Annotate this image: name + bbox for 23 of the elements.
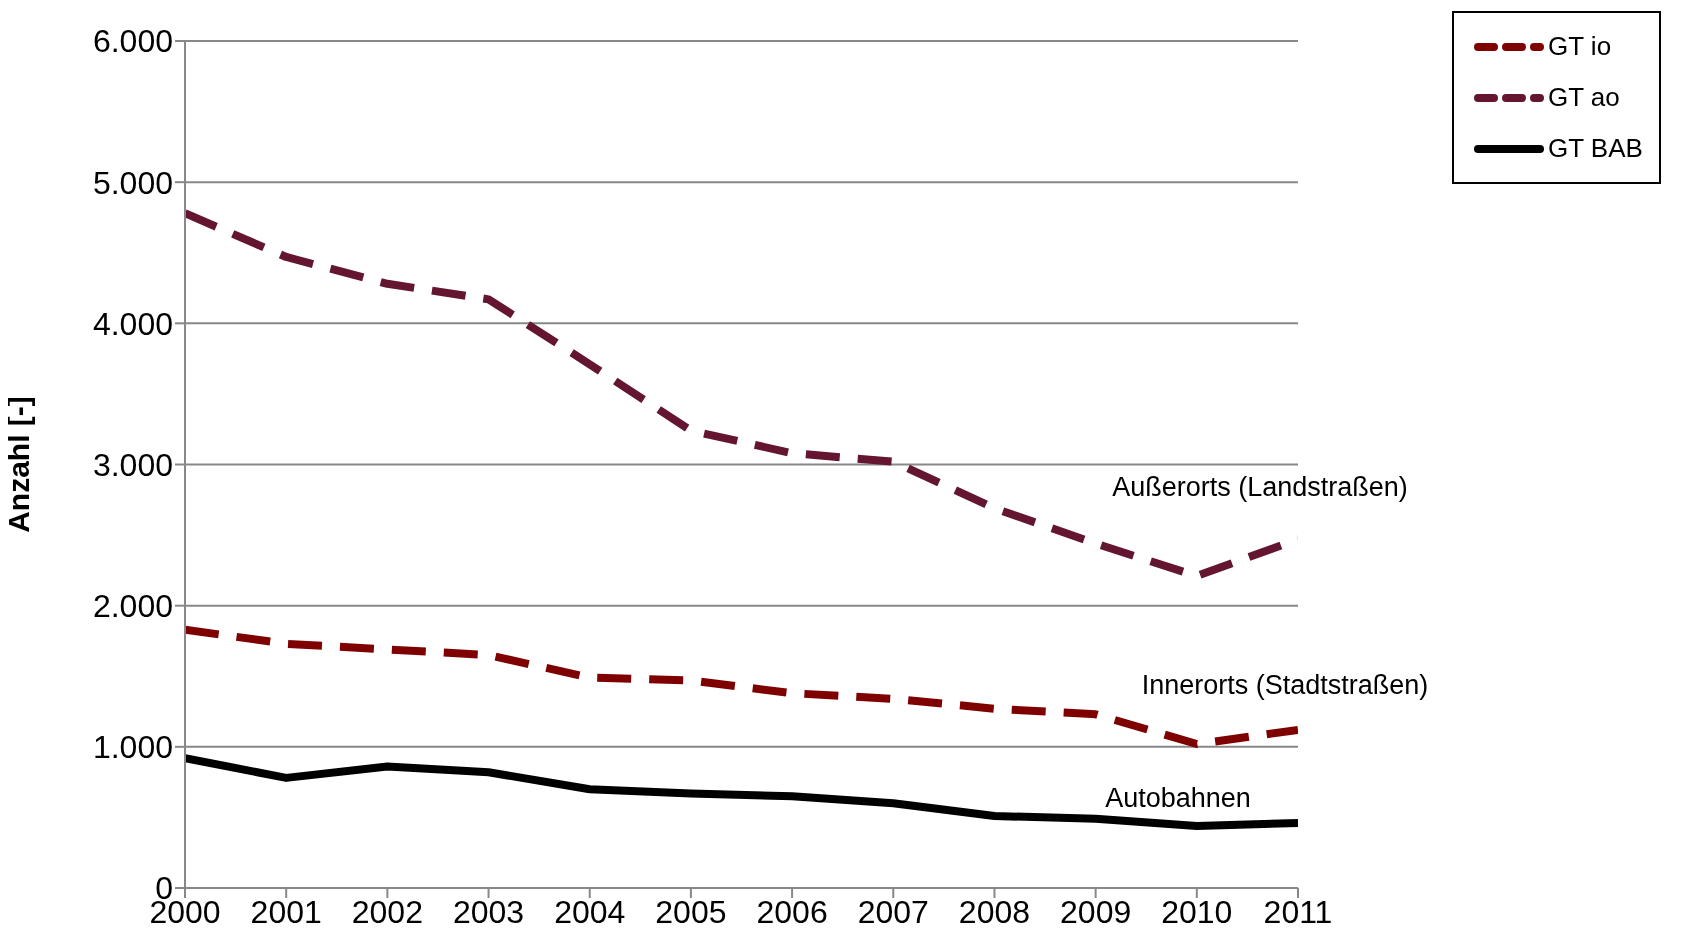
x-tick-label: 2009 — [1060, 893, 1132, 930]
x-tick-label: 2002 — [351, 893, 423, 930]
y-tick-label: 6.000 — [92, 23, 173, 60]
annotation: Innerorts (Stadtstraßen) — [1141, 669, 1429, 701]
x-tick-label: 2011 — [1263, 893, 1333, 930]
x-tick-label: 2008 — [958, 893, 1031, 930]
annotation: Außerorts (Landstraßen) — [1112, 471, 1408, 503]
y-tick-label: 2.000 — [92, 588, 173, 625]
x-tick-label: 2007 — [857, 893, 929, 930]
annotation: Autobahnen — [1105, 782, 1251, 814]
y-tick-label: 5.000 — [92, 164, 173, 201]
y-tick-label: 4.000 — [92, 305, 173, 342]
y-tick-label: 3.000 — [92, 446, 173, 483]
x-tick-label: 2005 — [655, 893, 727, 930]
y-tick-label: 1.000 — [92, 729, 173, 766]
x-tick-label: 2001 — [250, 893, 322, 930]
legend-label: GT ao — [1548, 82, 1620, 113]
legend-label: GT BAB — [1548, 133, 1643, 164]
legend-label: GT io — [1548, 31, 1612, 62]
x-tick-label: 2004 — [554, 893, 626, 930]
x-tick-label: 2003 — [452, 893, 525, 930]
x-tick-label: 2006 — [756, 893, 828, 930]
x-tick-label: 2010 — [1161, 893, 1233, 930]
